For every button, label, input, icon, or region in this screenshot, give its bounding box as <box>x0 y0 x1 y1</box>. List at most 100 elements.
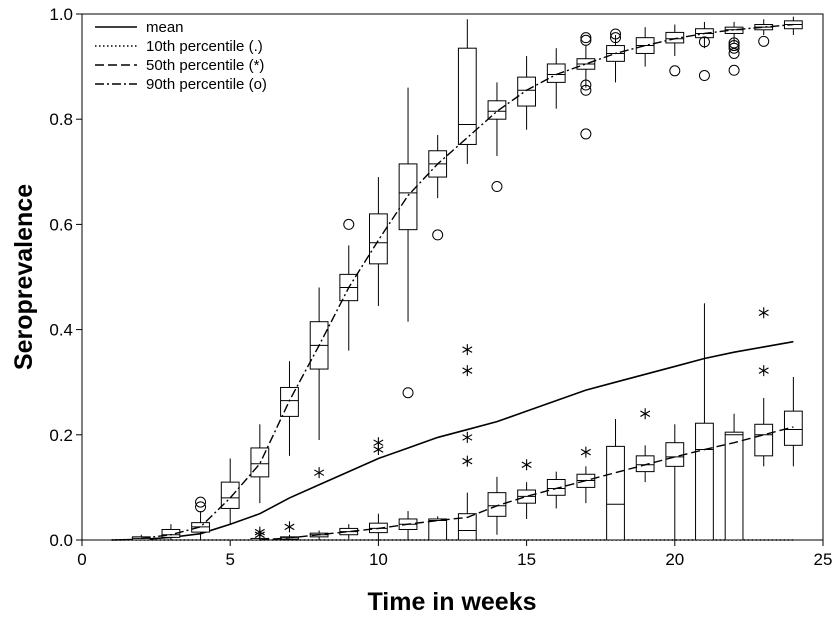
box-plot <box>576 32 596 140</box>
box <box>280 386 299 417</box>
outlier-circle <box>610 32 622 44</box>
outlier-circle <box>195 496 207 508</box>
box <box>457 513 477 541</box>
legend-label: 90th percentile (o) <box>146 76 267 93</box>
box-plot <box>191 496 210 540</box>
box-plot <box>369 177 388 306</box>
box-plot <box>724 21 744 76</box>
box <box>428 518 448 541</box>
outlier-star <box>580 446 591 458</box>
legend-label: 50th percentile (*) <box>146 57 264 74</box>
box-plot <box>665 424 685 540</box>
box-plot <box>546 471 566 509</box>
outlier-circle <box>402 387 414 399</box>
legend-label: 10th percentile (.) <box>146 38 263 55</box>
y-axis-title: Seroprevalence <box>10 184 38 370</box>
outlier-circle <box>669 65 681 77</box>
box-plot <box>695 303 714 541</box>
box <box>635 455 655 473</box>
box <box>665 442 685 467</box>
outlier-circle <box>580 128 592 140</box>
series-dashed <box>250 303 803 541</box>
box-plot <box>754 307 774 467</box>
x-axis-title: Time in weeks <box>367 588 536 616</box>
outlier-circle <box>195 501 207 513</box>
box-plot <box>398 87 418 399</box>
box <box>220 481 240 509</box>
box-plot <box>517 459 536 519</box>
outlier-circle <box>580 79 592 91</box>
outlier-star <box>521 459 532 471</box>
outlier-circle <box>698 36 710 48</box>
outlier-star <box>462 455 473 467</box>
outlier-circle <box>728 64 740 76</box>
outlier-circle <box>580 84 592 96</box>
box-plot <box>487 82 507 193</box>
series-solid <box>111 340 794 541</box>
series-dashdot <box>131 16 803 541</box>
outlier-circle <box>728 47 740 59</box>
outlier-star <box>462 365 473 377</box>
x-tick-label: 25 <box>814 550 833 569</box>
box <box>665 31 685 44</box>
y-tick-label: 0.8 <box>49 110 73 129</box>
outlier-circle <box>491 181 503 193</box>
box <box>546 479 566 496</box>
outlier-circle <box>580 32 592 44</box>
outlier-star <box>640 408 651 420</box>
outlier-star <box>758 307 769 319</box>
legend-label: mean <box>146 19 184 36</box>
box-plot <box>457 344 477 541</box>
box <box>161 528 181 538</box>
box-plot <box>428 516 448 541</box>
outlier-circle <box>610 28 622 40</box>
box-plot <box>783 376 803 467</box>
box-plot <box>457 19 477 164</box>
y-tick-label: 0.0 <box>49 531 73 550</box>
series-line <box>111 340 794 541</box>
box <box>517 76 536 107</box>
series-line <box>259 426 794 541</box>
plot-area <box>111 16 803 541</box>
box <box>606 445 625 541</box>
box-plot <box>635 408 655 483</box>
box-plot <box>724 413 744 541</box>
outlier-star <box>284 521 295 533</box>
box <box>398 163 418 231</box>
x-tick-label: 20 <box>665 550 684 569</box>
outlier-star <box>462 344 473 356</box>
outlier-circle <box>343 218 355 230</box>
box <box>724 431 744 541</box>
box-plot <box>220 458 240 525</box>
outlier-circle <box>728 42 740 54</box>
box-plot <box>606 419 625 541</box>
x-tick-label: 0 <box>77 550 86 569</box>
series-line <box>141 23 794 540</box>
outlier-circle <box>432 229 444 241</box>
outlier-circle <box>728 37 740 49</box>
y-tick-label: 1.0 <box>49 5 73 24</box>
outlier-star <box>373 437 384 449</box>
outlier-star <box>314 467 325 479</box>
x-tick-label: 10 <box>369 550 388 569</box>
outlier-star <box>254 526 265 538</box>
legend: mean 10th percentile (.) 50th percentile (… <box>95 19 267 93</box>
box <box>369 213 388 265</box>
box <box>457 47 477 145</box>
y-tick-label: 0.2 <box>49 426 73 445</box>
outlier-circle <box>698 70 710 82</box>
outlier-star <box>462 431 473 443</box>
box <box>546 63 566 83</box>
outlier-circle <box>728 40 740 52</box>
box <box>695 422 714 541</box>
box-plot <box>635 27 655 67</box>
y-tick-label: 0.4 <box>49 321 73 340</box>
box <box>191 522 210 533</box>
outlier-circle <box>758 35 770 47</box>
box <box>487 100 507 120</box>
box <box>754 423 774 457</box>
x-tick-label: 5 <box>225 550 234 569</box>
x-tick-label: 15 <box>517 550 536 569</box>
y-axis: 0.0 0.2 0.4 0.6 0.8 1.0 <box>49 5 82 550</box>
